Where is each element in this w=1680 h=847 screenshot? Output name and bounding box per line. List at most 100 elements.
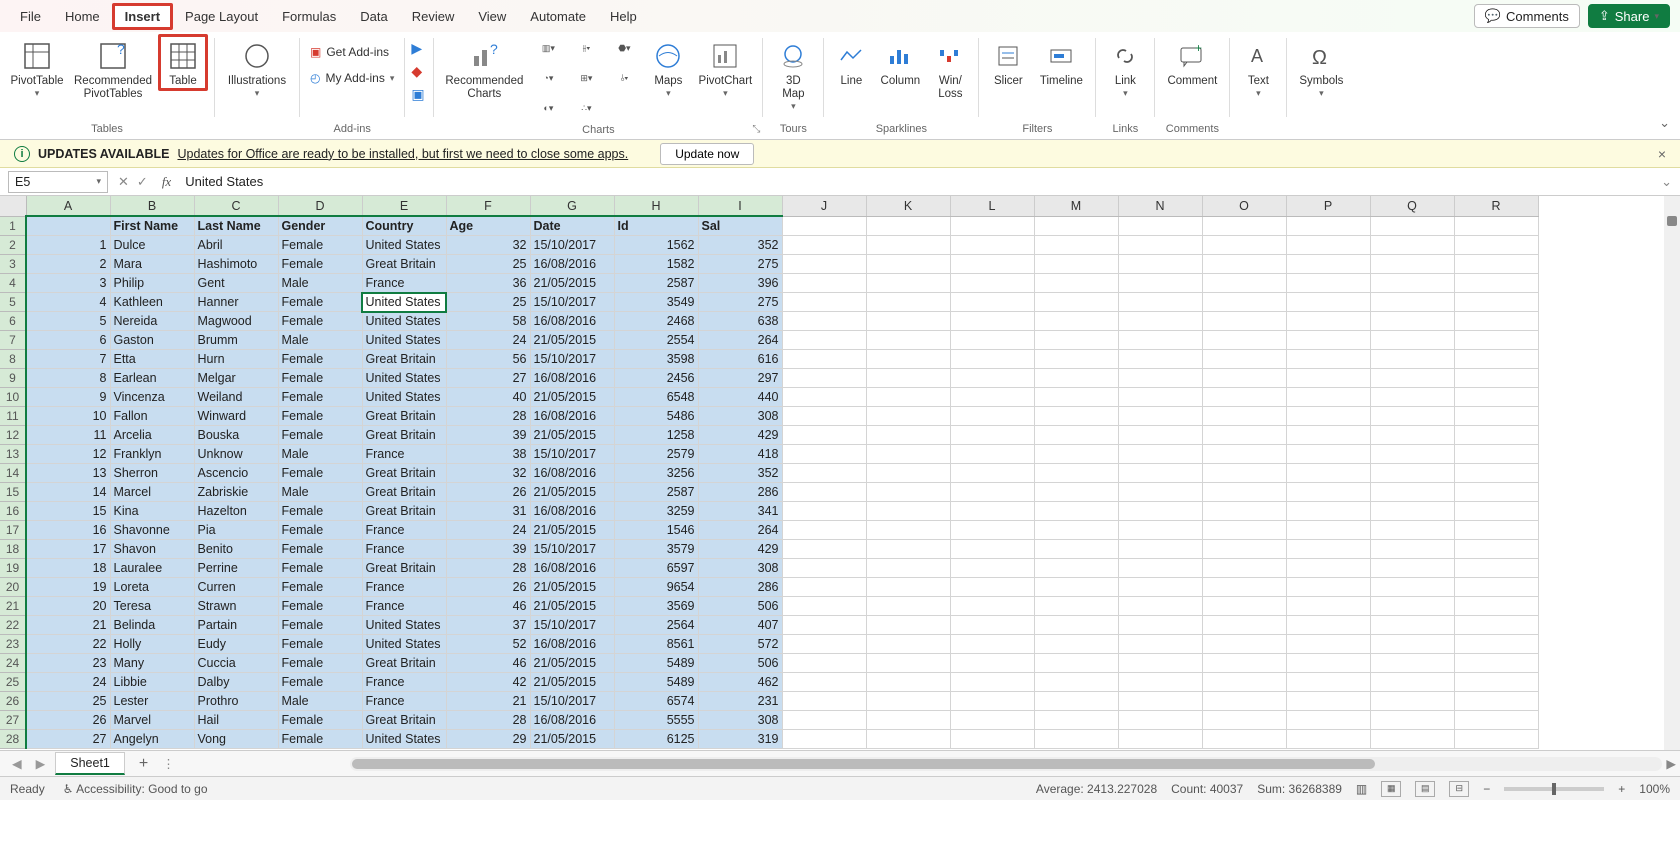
my-addins-button[interactable]: ◴My Add-ins▾ — [306, 68, 398, 88]
cell[interactable] — [950, 540, 1034, 559]
cell[interactable] — [1118, 635, 1202, 654]
cell[interactable]: 18 — [26, 559, 110, 578]
cell[interactable]: Curren — [194, 578, 278, 597]
cell[interactable] — [782, 635, 866, 654]
row-header[interactable]: 4 — [0, 274, 26, 293]
cell[interactable] — [1034, 255, 1118, 274]
cell[interactable]: 10 — [26, 407, 110, 426]
cell[interactable]: Age — [446, 216, 530, 236]
cell[interactable] — [1118, 559, 1202, 578]
cell[interactable] — [866, 483, 950, 502]
cell[interactable]: 29 — [446, 730, 530, 749]
cell[interactable]: 52 — [446, 635, 530, 654]
bing-icon[interactable]: ▶ — [411, 40, 427, 57]
page-break-view-button[interactable]: ⊟ — [1449, 781, 1469, 797]
cell[interactable] — [1118, 445, 1202, 464]
cell[interactable]: 6548 — [614, 388, 698, 407]
cell[interactable] — [866, 236, 950, 255]
column-header[interactable]: D — [278, 196, 362, 216]
cell[interactable] — [1034, 521, 1118, 540]
table-button[interactable]: Table — [158, 34, 208, 91]
cell[interactable]: 16/08/2016 — [530, 255, 614, 274]
cell[interactable] — [1454, 692, 1538, 711]
cell[interactable]: United States — [362, 312, 446, 331]
cell[interactable]: Libbie — [110, 673, 194, 692]
cell[interactable]: Female — [278, 426, 362, 445]
cell[interactable]: 3 — [26, 274, 110, 293]
cell[interactable]: 3256 — [614, 464, 698, 483]
cell[interactable] — [1034, 464, 1118, 483]
column-header[interactable]: J — [782, 196, 866, 216]
cell[interactable]: France — [362, 597, 446, 616]
column-header[interactable]: H — [614, 196, 698, 216]
cell[interactable]: Hanner — [194, 293, 278, 312]
cell[interactable]: 1582 — [614, 255, 698, 274]
cell[interactable]: 418 — [698, 445, 782, 464]
cell[interactable]: 58 — [446, 312, 530, 331]
cell[interactable]: 308 — [698, 407, 782, 426]
cell[interactable] — [1370, 597, 1454, 616]
cell[interactable] — [1202, 331, 1286, 350]
cell[interactable] — [1286, 293, 1370, 312]
cell[interactable]: Winward — [194, 407, 278, 426]
cell[interactable]: 21/05/2015 — [530, 673, 614, 692]
cell[interactable] — [950, 635, 1034, 654]
cell[interactable]: 21/05/2015 — [530, 597, 614, 616]
cell[interactable]: 39 — [446, 426, 530, 445]
cell[interactable] — [950, 236, 1034, 255]
cell[interactable]: Strawn — [194, 597, 278, 616]
cell[interactable] — [1118, 312, 1202, 331]
column-header[interactable]: B — [110, 196, 194, 216]
cell[interactable]: Kathleen — [110, 293, 194, 312]
cell[interactable] — [866, 654, 950, 673]
cell[interactable]: Perrine — [194, 559, 278, 578]
cell[interactable] — [866, 692, 950, 711]
cell[interactable]: Female — [278, 654, 362, 673]
cell[interactable] — [1034, 616, 1118, 635]
maps-button[interactable]: Maps▾ — [644, 34, 692, 99]
stat-chart-icon[interactable]: ⊞▾ — [568, 64, 604, 92]
cell[interactable] — [950, 578, 1034, 597]
cell[interactable] — [1034, 654, 1118, 673]
cell[interactable]: 28 — [446, 559, 530, 578]
cell[interactable]: Female — [278, 711, 362, 730]
cell[interactable]: Male — [278, 331, 362, 350]
cell[interactable]: 32 — [446, 236, 530, 255]
cell[interactable]: Lester — [110, 692, 194, 711]
cell[interactable]: Female — [278, 730, 362, 749]
sparkline-line-button[interactable]: Line — [830, 34, 872, 88]
cell[interactable] — [1454, 502, 1538, 521]
cell[interactable] — [1286, 464, 1370, 483]
cell[interactable] — [1370, 464, 1454, 483]
cell[interactable]: 506 — [698, 654, 782, 673]
cell[interactable]: Hashimoto — [194, 255, 278, 274]
cell[interactable]: 46 — [446, 597, 530, 616]
cell[interactable] — [1370, 369, 1454, 388]
cell[interactable] — [1370, 331, 1454, 350]
cell[interactable] — [1034, 711, 1118, 730]
cell[interactable] — [1286, 730, 1370, 749]
cell[interactable] — [866, 730, 950, 749]
cell[interactable] — [1370, 692, 1454, 711]
cell[interactable]: 440 — [698, 388, 782, 407]
cell[interactable] — [1370, 350, 1454, 369]
cell[interactable] — [782, 216, 866, 236]
cell[interactable]: 9654 — [614, 578, 698, 597]
cell[interactable] — [1286, 483, 1370, 502]
cell[interactable] — [1454, 216, 1538, 236]
cell[interactable]: 15/10/2017 — [530, 616, 614, 635]
sheet-nav-next-icon[interactable]: ▶ — [32, 756, 50, 771]
cell[interactable] — [1202, 711, 1286, 730]
cell[interactable]: Female — [278, 407, 362, 426]
cell[interactable] — [1370, 521, 1454, 540]
people-icon[interactable]: ◆ — [411, 63, 427, 80]
cell[interactable] — [950, 559, 1034, 578]
cell[interactable] — [1454, 616, 1538, 635]
update-message[interactable]: Updates for Office are ready to be insta… — [177, 147, 628, 161]
cell[interactable]: Sherron — [110, 464, 194, 483]
tab-automate[interactable]: Automate — [518, 3, 598, 30]
cell[interactable]: France — [362, 445, 446, 464]
status-accessibility[interactable]: ♿︎ Accessibility: Good to go — [63, 782, 208, 796]
cell[interactable]: Hail — [194, 711, 278, 730]
cell[interactable]: 39 — [446, 540, 530, 559]
